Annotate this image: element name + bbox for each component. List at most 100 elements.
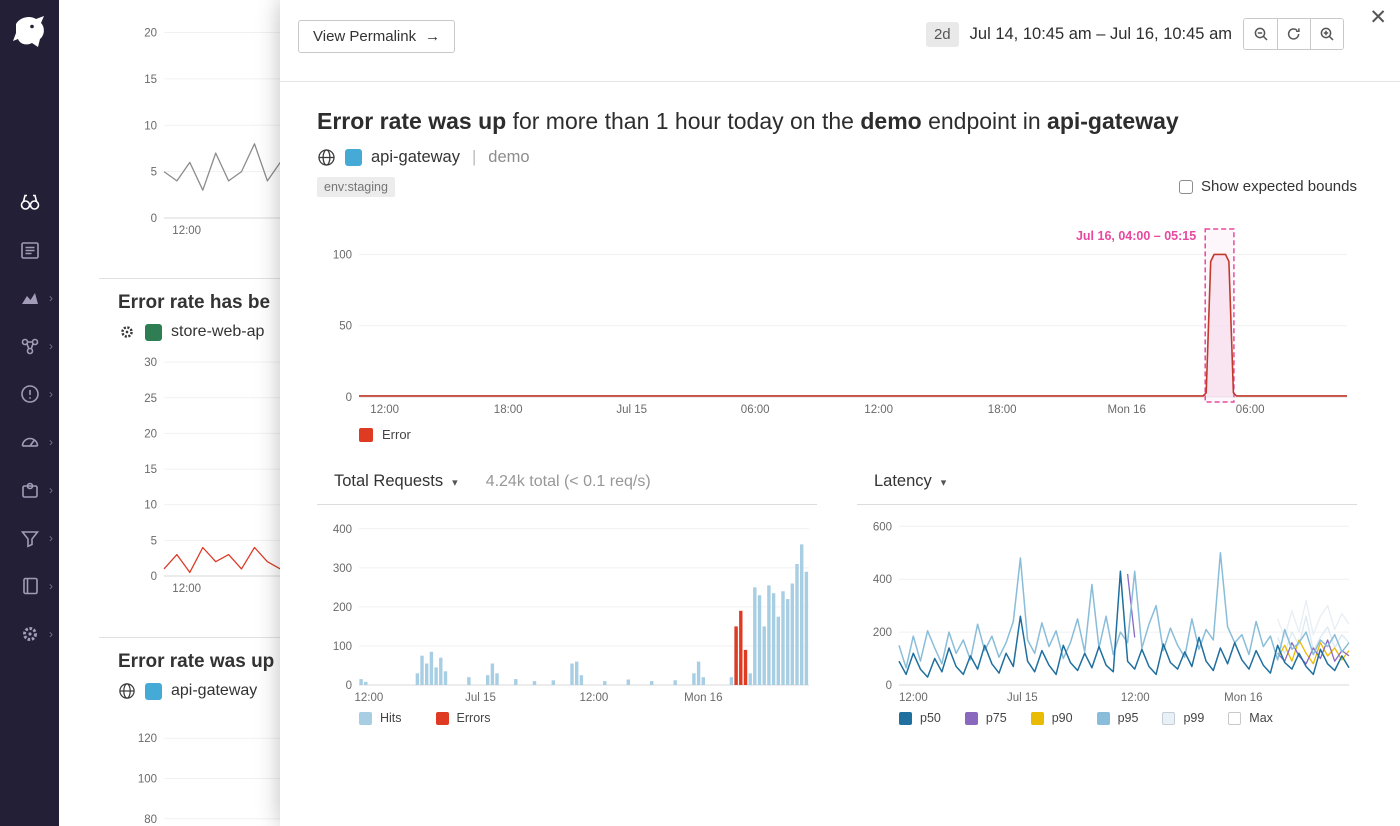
sidebar: › › › › <box>0 0 59 826</box>
show-expected-bounds-toggle[interactable]: Show expected bounds <box>1179 178 1357 195</box>
legend-swatch-p90 <box>1030 711 1044 725</box>
svg-text:12:00: 12:00 <box>172 583 201 595</box>
puzzle-icon <box>21 482 38 498</box>
svg-text:50: 50 <box>339 321 352 333</box>
legend-label-p50: p50 <box>920 711 941 725</box>
globe-icon <box>119 683 135 699</box>
title-bold-segment: demo <box>860 108 922 134</box>
chevron-right-icon: › <box>49 387 53 401</box>
datadog-logo[interactable] <box>0 0 59 60</box>
divider <box>317 504 817 505</box>
svg-text:400: 400 <box>873 574 892 586</box>
magnifier-plus-icon <box>1320 27 1334 41</box>
legend-label-max: Max <box>1249 711 1273 725</box>
chevron-right-icon: › <box>49 579 53 593</box>
svg-text:12:00: 12:00 <box>580 692 609 704</box>
legend-label-p95: p95 <box>1117 711 1139 725</box>
sidebar-item-events[interactable] <box>0 226 59 274</box>
svg-text:200: 200 <box>873 627 892 639</box>
latency-metric-selector[interactable]: Latency ▾ <box>874 472 946 491</box>
svg-text:10: 10 <box>144 500 157 512</box>
sidebar-item-logs[interactable]: › <box>0 514 59 562</box>
legend-label-p99: p99 <box>1183 711 1205 725</box>
sidebar-item-apm[interactable]: › <box>0 322 59 370</box>
scope-row: api-gateway | demo <box>317 148 1357 167</box>
sidebar-item-settings[interactable]: › <box>0 610 59 658</box>
svg-text:18:00: 18:00 <box>494 404 523 416</box>
alert-circle-icon <box>20 385 39 403</box>
service-name: api-gateway <box>171 682 258 699</box>
legend-swatch-hits <box>359 711 372 725</box>
latency-section: Latency ▾ 600 400 200 0 12:00 Jul 15 12:00 Mon … <box>857 472 1357 725</box>
checkbox-unchecked-icon[interactable] <box>1179 179 1194 194</box>
requests-legend: Hits Errors <box>359 711 817 725</box>
env-tag[interactable]: env:staging <box>317 177 395 197</box>
svg-text:Jul 15: Jul 15 <box>1007 692 1038 704</box>
view-permalink-button[interactable]: View Permalink → <box>298 20 456 53</box>
svg-text:Jul 16, 04:00 – 05:15: Jul 16, 04:00 – 05:15 <box>1076 229 1196 243</box>
service-color-swatch <box>345 149 362 166</box>
refresh-icon <box>1287 28 1300 40</box>
event-list-icon <box>20 242 39 259</box>
chevron-right-icon: › <box>49 531 53 545</box>
notebook-icon <box>22 577 38 595</box>
legend-item: Errors <box>435 711 491 725</box>
svg-text:100: 100 <box>333 641 352 653</box>
sidebar-item-notebooks[interactable]: › <box>0 562 59 610</box>
svg-text:06:00: 06:00 <box>1236 404 1265 416</box>
show-expected-bounds-label: Show expected bounds <box>1201 178 1357 195</box>
gear-icon <box>22 627 37 641</box>
svg-text:200: 200 <box>333 602 352 614</box>
service-name[interactable]: api-gateway <box>371 148 460 166</box>
svg-text:30: 30 <box>144 357 157 369</box>
legend-swatch-p95 <box>1096 711 1110 725</box>
refresh-button[interactable] <box>1277 19 1310 49</box>
divider <box>857 504 1357 505</box>
legend-swatch-max <box>1228 711 1242 725</box>
zoom-in-button[interactable] <box>1310 19 1343 49</box>
svg-text:0: 0 <box>346 680 352 692</box>
svg-text:Mon 16: Mon 16 <box>1224 692 1262 704</box>
timeframe-badge[interactable]: 2d <box>925 21 959 47</box>
latency-legend: p50 p75 p90 p95 <box>899 711 1357 725</box>
requests-selector-label: Total Requests <box>334 472 444 490</box>
latency-selector-label: Latency <box>874 472 932 490</box>
svg-text:Mon 16: Mon 16 <box>684 692 722 704</box>
legend-label-errors: Errors <box>456 711 491 725</box>
title-bold-segment: Error rate was up <box>317 108 507 134</box>
svg-text:12:00: 12:00 <box>172 225 201 237</box>
legend-swatch-p50 <box>899 711 912 725</box>
legend-item: Max <box>1228 711 1273 725</box>
globe-icon <box>318 149 335 166</box>
svg-text:0: 0 <box>151 213 157 225</box>
svg-text:300: 300 <box>333 563 352 575</box>
zoom-out-button[interactable] <box>1244 19 1277 49</box>
anomaly-card-title: Error rate has be <box>118 292 271 313</box>
endpoint-name[interactable]: demo <box>488 148 530 166</box>
requests-metric-selector[interactable]: Total Requests ▾ <box>334 472 458 491</box>
latency-chart[interactable]: 600 400 200 0 12:00 Jul 15 12:00 Mon 16 <box>857 515 1357 707</box>
sidebar-item-integrations[interactable]: › <box>0 466 59 514</box>
legend-swatch-error <box>359 427 373 442</box>
svg-text:0: 0 <box>346 392 352 404</box>
legend-swatch-errors <box>435 711 449 725</box>
sidebar-item-monitors[interactable]: › <box>0 370 59 418</box>
sidebar-item-watchdog[interactable] <box>0 178 59 226</box>
sidebar-item-metrics[interactable]: › <box>0 274 59 322</box>
magnifier-minus-icon <box>1254 27 1268 41</box>
legend-item: Hits <box>359 711 402 725</box>
sidebar-item-synthetics[interactable]: › <box>0 418 59 466</box>
svg-text:12:00: 12:00 <box>899 692 928 704</box>
svg-text:100: 100 <box>138 774 157 786</box>
metrics-chart-icon <box>21 293 38 304</box>
service-map-icon <box>21 338 38 355</box>
requests-summary: 4.24k total (< 0.1 req/s) <box>485 473 651 490</box>
anomaly-detail-panel: View Permalink → 2d Jul 14, 10:45 am – J… <box>280 0 1400 826</box>
timerange-controls: 2d Jul 14, 10:45 am – Jul 16, 10:45 am <box>925 18 1344 50</box>
service-name: store-web-ap <box>171 323 265 340</box>
close-panel-button[interactable]: ✕ <box>1369 6 1387 29</box>
svg-text:20: 20 <box>144 28 157 40</box>
error-rate-chart[interactable]: 100 50 0 12:00 18:00 Jul 15 06:00 12:00 18:00 Mon… <box>317 223 1357 423</box>
